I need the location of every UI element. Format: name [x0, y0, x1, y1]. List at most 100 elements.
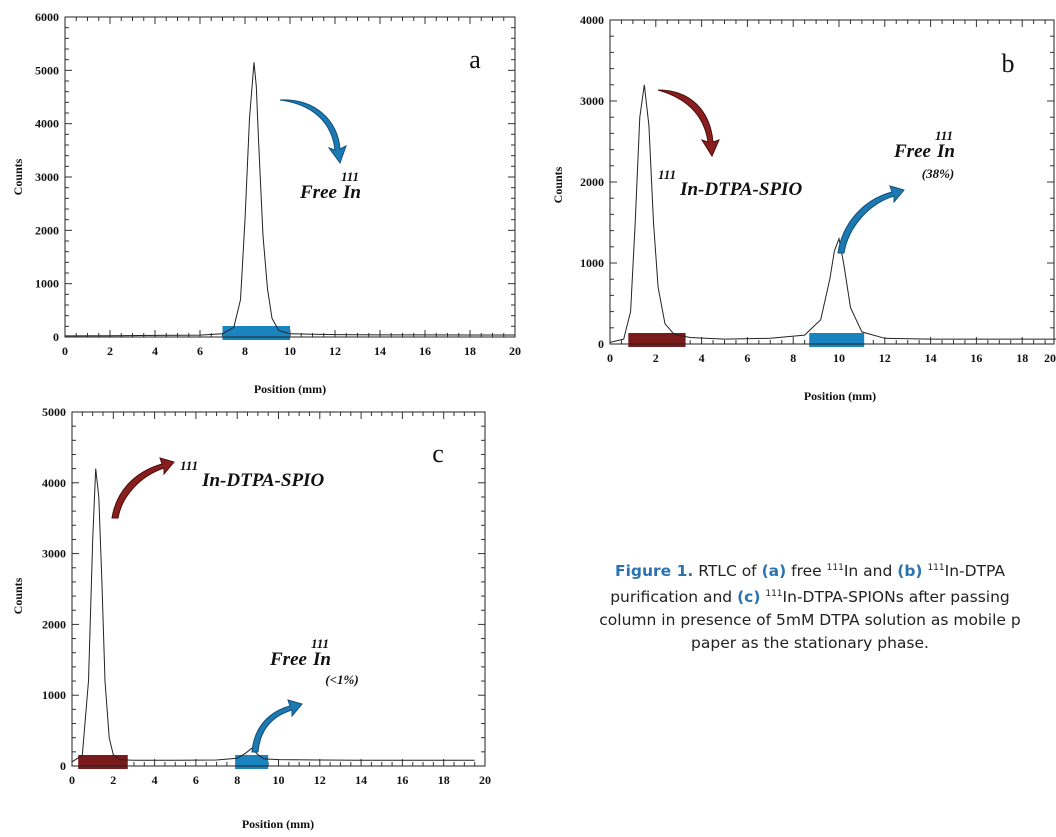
- arrow-blue-icon: [279, 99, 347, 165]
- figure-label: Figure 1.: [615, 562, 694, 580]
- plot-frame: [609, 19, 1055, 345]
- chart-panel-a: 0 1000 2000 3000 4000 5000 6000 0 2 4 6 8 10 12 14 16 1…: [11, 10, 521, 396]
- x-tick-label: 14: [374, 344, 386, 358]
- x-tick-label: 18: [464, 344, 476, 358]
- arrow-red-icon: [111, 457, 175, 519]
- x-tick-label: 10: [284, 344, 296, 358]
- counts-trace: [71, 468, 475, 763]
- svg-text:Free 111 In: Free 111 In: [269, 635, 333, 670]
- x-tick-label: 0: [62, 344, 68, 358]
- annotation-pre-sup: 111: [180, 458, 198, 473]
- region-bars: [628, 333, 865, 347]
- counts-trace: [64, 62, 515, 337]
- region-bar-red: [78, 755, 128, 769]
- x-tick-label: 14: [925, 351, 937, 365]
- y-tick-label: 5000: [42, 405, 66, 419]
- caption-sup: 111: [765, 589, 783, 599]
- x-tick-label: 20: [509, 344, 521, 358]
- y-tick-label: 3000: [580, 94, 604, 108]
- axis-ticks: [64, 16, 516, 338]
- annotation-main: Free: [299, 182, 338, 203]
- caption-sup: 111: [826, 563, 844, 573]
- caption-text: RTLC of: [693, 562, 762, 580]
- caption-text: In-DTPA-SPIONs after passing: [782, 588, 1010, 606]
- annotation-sup: 111: [341, 169, 359, 184]
- x-tick-label: 0: [69, 773, 75, 787]
- x-tick-label: 18: [438, 773, 450, 787]
- annotation-main: In-DTPA-SPIO: [679, 179, 802, 200]
- arrow-blue-icon: [837, 185, 905, 254]
- x-tick-label: 16: [419, 344, 431, 358]
- caption-ref-a: (a): [761, 562, 787, 580]
- annotation-in-dtpa-spio: 111 In-DTPA-SPIO: [111, 457, 324, 519]
- y-tick-label: 4000: [580, 13, 604, 27]
- annotation-sup: 111: [935, 128, 953, 143]
- x-tick-label: 12: [314, 773, 326, 787]
- counts-trace: [609, 84, 1056, 343]
- annotation-pre-sup: 111: [658, 167, 676, 182]
- x-tick-label: 6: [197, 344, 203, 358]
- x-tick-label: 0: [607, 351, 613, 365]
- plot-frame: [64, 16, 516, 338]
- figure-caption: Figure 1. RTLC of (a) free 111In and (b)…: [500, 557, 1056, 655]
- svg-text:111 In-DTPA-SPIO: 111 In-DTPA-SPIO: [180, 457, 324, 491]
- y-axis-label: Counts: [11, 577, 25, 614]
- caption-ref-c: (c): [737, 588, 761, 606]
- y-tick-label: 3000: [35, 170, 59, 184]
- x-tick-label: 20: [1044, 351, 1056, 365]
- x-tick-label: 8: [790, 351, 796, 365]
- y-tick-label: 2000: [42, 617, 66, 631]
- caption-line-4: paper as the stationary phase.: [691, 634, 929, 652]
- y-tick-label: 5000: [35, 63, 59, 77]
- arrow-red-icon: [657, 89, 720, 158]
- x-tick-label: 6: [744, 351, 750, 365]
- y-tick-labels: 0 1000 2000 3000 4000: [580, 13, 604, 351]
- annotation-post: In: [312, 649, 331, 670]
- x-tick-label: 8: [234, 773, 240, 787]
- chart-panel-b: 0 1000 2000 3000 4000 0 2 4 6 8 10 12 14 16 18 20 Posi…: [551, 13, 1056, 403]
- annotation-in-dtpa-spio: 111 In-DTPA-SPIO: [657, 89, 802, 200]
- x-tick-labels: 0 2 4 6 8 10 12 14 16 18 20: [607, 351, 1056, 365]
- x-tick-label: 16: [396, 773, 408, 787]
- y-tick-label: 0: [60, 759, 66, 773]
- annotation-main: In-DTPA-SPIO: [201, 470, 324, 491]
- x-tick-label: 8: [242, 344, 248, 358]
- y-tick-label: 1000: [42, 688, 66, 702]
- caption-sup: 111: [927, 563, 945, 573]
- x-tick-labels: 0 2 4 6 8 10 12 14 16 18 20: [62, 344, 521, 358]
- x-axis-label: Position (mm): [804, 389, 876, 403]
- annotation-note: (<1%): [325, 672, 358, 687]
- y-tick-label: 2000: [580, 175, 604, 189]
- x-tick-label: 4: [152, 344, 158, 358]
- caption-text: purification and: [610, 588, 738, 606]
- annotation-free-in: Free 111 In (<1%): [251, 635, 359, 753]
- x-tick-labels: 0 2 4 6 8 10 12 14 16 18 20: [69, 773, 491, 787]
- x-tick-label: 20: [479, 773, 491, 787]
- x-tick-label: 10: [273, 773, 285, 787]
- y-tick-labels: 0 1000 2000 3000 4000 5000 6000: [35, 10, 59, 344]
- panel-label: a: [469, 45, 481, 74]
- y-tick-labels: 0 1000 2000 3000 4000 5000: [42, 405, 66, 773]
- region-bar-blue: [235, 755, 269, 769]
- y-tick-label: 4000: [42, 476, 66, 490]
- y-axis-label: Counts: [11, 158, 25, 195]
- x-tick-label: 14: [355, 773, 367, 787]
- region-bar-blue: [809, 333, 865, 347]
- x-axis-label: Position (mm): [242, 817, 314, 831]
- y-tick-label: 6000: [35, 10, 59, 24]
- annotation-note: (38%): [922, 166, 955, 181]
- panel-label: c: [432, 439, 444, 468]
- y-axis-label: Counts: [551, 166, 565, 203]
- x-tick-label: 18: [1016, 351, 1028, 365]
- y-tick-label: 3000: [42, 547, 66, 561]
- caption-ref-b: (b): [897, 562, 923, 580]
- annotation-sup: 111: [311, 636, 329, 651]
- y-tick-label: 0: [53, 330, 59, 344]
- svg-text:Free 111 In: Free 111 In: [299, 168, 363, 203]
- caption-line-3: column in presence of 5mM DTPA solution …: [599, 611, 1021, 629]
- y-tick-label: 1000: [580, 256, 604, 270]
- x-tick-label: 6: [193, 773, 199, 787]
- caption-text: In and: [843, 562, 898, 580]
- x-tick-label: 12: [879, 351, 891, 365]
